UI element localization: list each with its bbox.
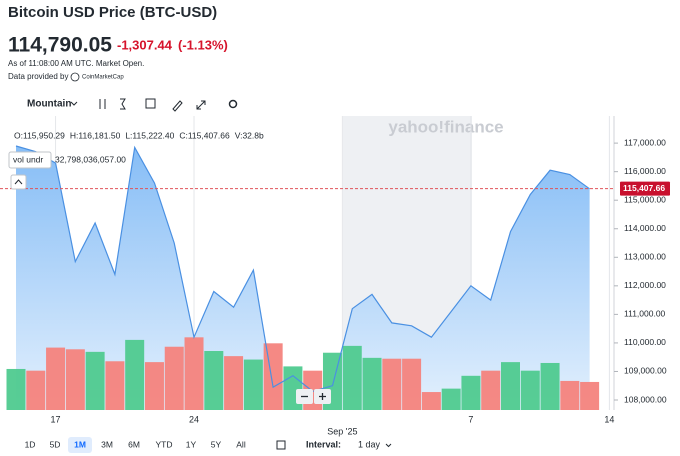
expand-icon[interactable] bbox=[196, 100, 206, 110]
collapse-caret bbox=[14, 179, 23, 185]
price: 114,790.05 bbox=[8, 34, 112, 57]
volume-bar bbox=[6, 368, 26, 410]
last-price-label: 115,407.66 bbox=[623, 183, 665, 193]
volume-bar bbox=[402, 358, 422, 410]
range-button[interactable]: 5D bbox=[50, 439, 61, 449]
range-button[interactable]: 1M bbox=[74, 439, 86, 449]
y-tick-label: 111,000.00 bbox=[624, 309, 666, 319]
ohlcv-value: H:116,181.50 bbox=[70, 130, 121, 140]
x-tick-label: 7 bbox=[468, 414, 473, 424]
volume-bar bbox=[144, 362, 164, 410]
volume-bar bbox=[461, 375, 481, 410]
range-button[interactable]: 3M bbox=[101, 439, 113, 449]
volume-tooltip-box[interactable] bbox=[8, 151, 52, 169]
y-tick-label: 114,000.00 bbox=[624, 223, 666, 233]
range-button[interactable]: 5Y bbox=[211, 439, 222, 449]
last-price-box bbox=[620, 181, 670, 196]
y-tick-label: 115,000.00 bbox=[624, 194, 666, 204]
volume-tooltip-label: vol undr bbox=[13, 154, 43, 164]
range-button[interactable]: 1D bbox=[25, 439, 36, 449]
watermark: yahoo!finance bbox=[388, 117, 503, 136]
y-tick-label: 116,000.00 bbox=[624, 166, 666, 176]
price-area bbox=[16, 146, 590, 410]
range-button[interactable]: YTD bbox=[156, 439, 173, 449]
settings-icon[interactable] bbox=[228, 99, 238, 109]
volume-bar bbox=[204, 351, 224, 410]
volume-bar bbox=[421, 392, 441, 410]
toolbar: Mountain bbox=[27, 98, 238, 112]
volume-bar bbox=[362, 357, 382, 410]
month-label: Sep '25 bbox=[327, 426, 357, 436]
volume-bar bbox=[501, 362, 520, 410]
provider-icon bbox=[70, 72, 80, 82]
y-tick-label: 112,000.00 bbox=[624, 280, 666, 290]
timestamp: As of 11:08:00 AM UTC. Market Open. bbox=[8, 59, 144, 68]
x-tick-label: 24 bbox=[189, 414, 199, 424]
volume-bar bbox=[184, 337, 204, 410]
volume-bar bbox=[26, 370, 46, 410]
compare-icon[interactable] bbox=[99, 99, 106, 109]
y-tick-label: 110,000.00 bbox=[624, 337, 666, 347]
y-tick-label: 109,000.00 bbox=[624, 366, 667, 376]
chart-type[interactable]: Mountain bbox=[27, 99, 71, 110]
price-line bbox=[15, 145, 590, 393]
provider-prefix: Data provided by bbox=[8, 72, 68, 81]
chart: yahoo!finance 17 24 7 14 Sep '25 108,000.00 10… bbox=[0, 116, 670, 436]
volume-bar bbox=[125, 339, 145, 410]
events-icon[interactable] bbox=[145, 98, 156, 109]
interval-label: Interval: bbox=[306, 439, 341, 449]
y-tick-label: 113,000.00 bbox=[624, 252, 666, 262]
range-button[interactable]: 6M bbox=[128, 439, 140, 449]
volume-bar bbox=[382, 358, 402, 410]
volume-bar bbox=[481, 370, 501, 410]
volume-bar bbox=[164, 346, 184, 410]
volume-bar bbox=[342, 345, 362, 410]
title: Bitcoin USD Price (BTC-USD) bbox=[8, 4, 217, 21]
volume-bar bbox=[85, 351, 105, 410]
indicator-icon[interactable] bbox=[120, 98, 126, 110]
volume-bar bbox=[441, 388, 461, 410]
volume-bar bbox=[65, 349, 85, 410]
y-tick-label: 108,000.00 bbox=[624, 394, 667, 404]
volume-tooltip-value: 32,798,036,057.00 bbox=[55, 154, 126, 164]
ohlcv-value: C:115,407.66 bbox=[179, 130, 230, 140]
ohlcv-value: V:32.8b bbox=[235, 130, 264, 140]
range-bar: 1D 5D 1M 3M 6M YTD 1Y 5Y All Interval: 1 day bbox=[25, 437, 392, 453]
volume-bar bbox=[560, 380, 580, 410]
range-button[interactable]: All bbox=[236, 439, 246, 449]
volume-bar bbox=[224, 356, 244, 410]
y-tick-label: 117,000.00 bbox=[624, 137, 666, 147]
ohlcv-value: O:115,950.29 bbox=[14, 130, 65, 140]
draw-icon[interactable] bbox=[172, 100, 183, 112]
volume-bar bbox=[263, 343, 283, 410]
volume-bar bbox=[46, 347, 66, 410]
volume-bar bbox=[520, 370, 540, 410]
volume-bar bbox=[243, 359, 263, 410]
range-selected-bg bbox=[68, 437, 92, 453]
provider: CoinMarketCap bbox=[82, 75, 124, 81]
x-tick-label: 17 bbox=[51, 414, 61, 424]
zoom-in-icon bbox=[319, 393, 326, 400]
volume-bar bbox=[105, 361, 125, 410]
volume-bar bbox=[540, 362, 560, 410]
x-tick-label: 14 bbox=[604, 414, 614, 424]
ohlcv-value: L:115,222.40 bbox=[125, 130, 174, 140]
change: -1,307.44 bbox=[117, 37, 173, 52]
interval-value[interactable]: 1 day bbox=[358, 439, 381, 449]
volume-bar bbox=[580, 381, 600, 410]
interval-caret bbox=[385, 443, 392, 448]
dropdown-caret bbox=[70, 101, 78, 106]
change-percent: (-1.13%) bbox=[178, 37, 228, 52]
calendar-icon[interactable] bbox=[276, 440, 286, 450]
range-button[interactable]: 1Y bbox=[186, 439, 197, 449]
collapse-button[interactable] bbox=[10, 174, 27, 190]
